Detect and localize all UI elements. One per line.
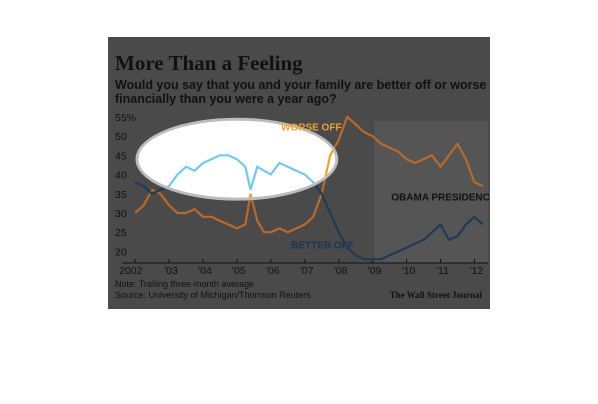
- x-tick-label-2006: '06: [266, 265, 280, 277]
- x-tick-label-2012: '12: [470, 265, 484, 277]
- series-label-worse-off: WORSE OFF: [281, 122, 342, 133]
- x-tick-label-2002: 2002: [119, 265, 143, 277]
- chart-title: More Than a Feeling: [115, 51, 303, 75]
- y-tick-label-40: 40: [115, 170, 127, 182]
- chart-svg: More Than a Feeling Would you say that y…: [115, 51, 490, 300]
- chart-figure: More Than a Feeling Would you say that y…: [108, 37, 490, 309]
- x-tick-label-2008: '08: [334, 265, 348, 277]
- chart-note: Note: Trailing three-month average: [115, 279, 254, 289]
- chart-subtitle-line-1: Would you say that you and your family a…: [115, 78, 490, 92]
- x-tick-label-2004: '04: [198, 265, 212, 277]
- y-tick-label-35: 35: [115, 189, 127, 201]
- annotation-obama-presidency: OBAMA PRESIDENCY: [391, 193, 490, 204]
- series-line-0: [134, 115, 484, 234]
- shaded-region-obama: [374, 121, 488, 263]
- series-label-better-off: BETTER OFF: [291, 240, 354, 251]
- y-tick-label-45: 45: [115, 150, 127, 162]
- series-line-highlighted: [138, 154, 336, 198]
- y-tick-label-50: 50: [115, 131, 127, 143]
- x-tick-label-2009: '09: [368, 265, 382, 277]
- chart-credit: The Wall Street Journal: [390, 290, 483, 300]
- y-tick-label-25: 25: [115, 227, 127, 239]
- chart-source: Source: University of Michigan/Thomson R…: [115, 290, 311, 300]
- x-tick-label-2010: '10: [402, 265, 416, 277]
- x-tick-label-2005: '05: [232, 265, 246, 277]
- chart-subtitle-line-2: financially than you were a year ago?: [115, 92, 337, 106]
- x-tick-label-2003: '03: [164, 265, 178, 277]
- x-tick-label-2011: '11: [436, 265, 449, 277]
- x-tick-label-2007: '07: [300, 265, 314, 277]
- y-tick-label-30: 30: [115, 208, 127, 220]
- y-tick-label-55: 55%: [115, 112, 136, 124]
- y-tick-label-20: 20: [115, 246, 127, 258]
